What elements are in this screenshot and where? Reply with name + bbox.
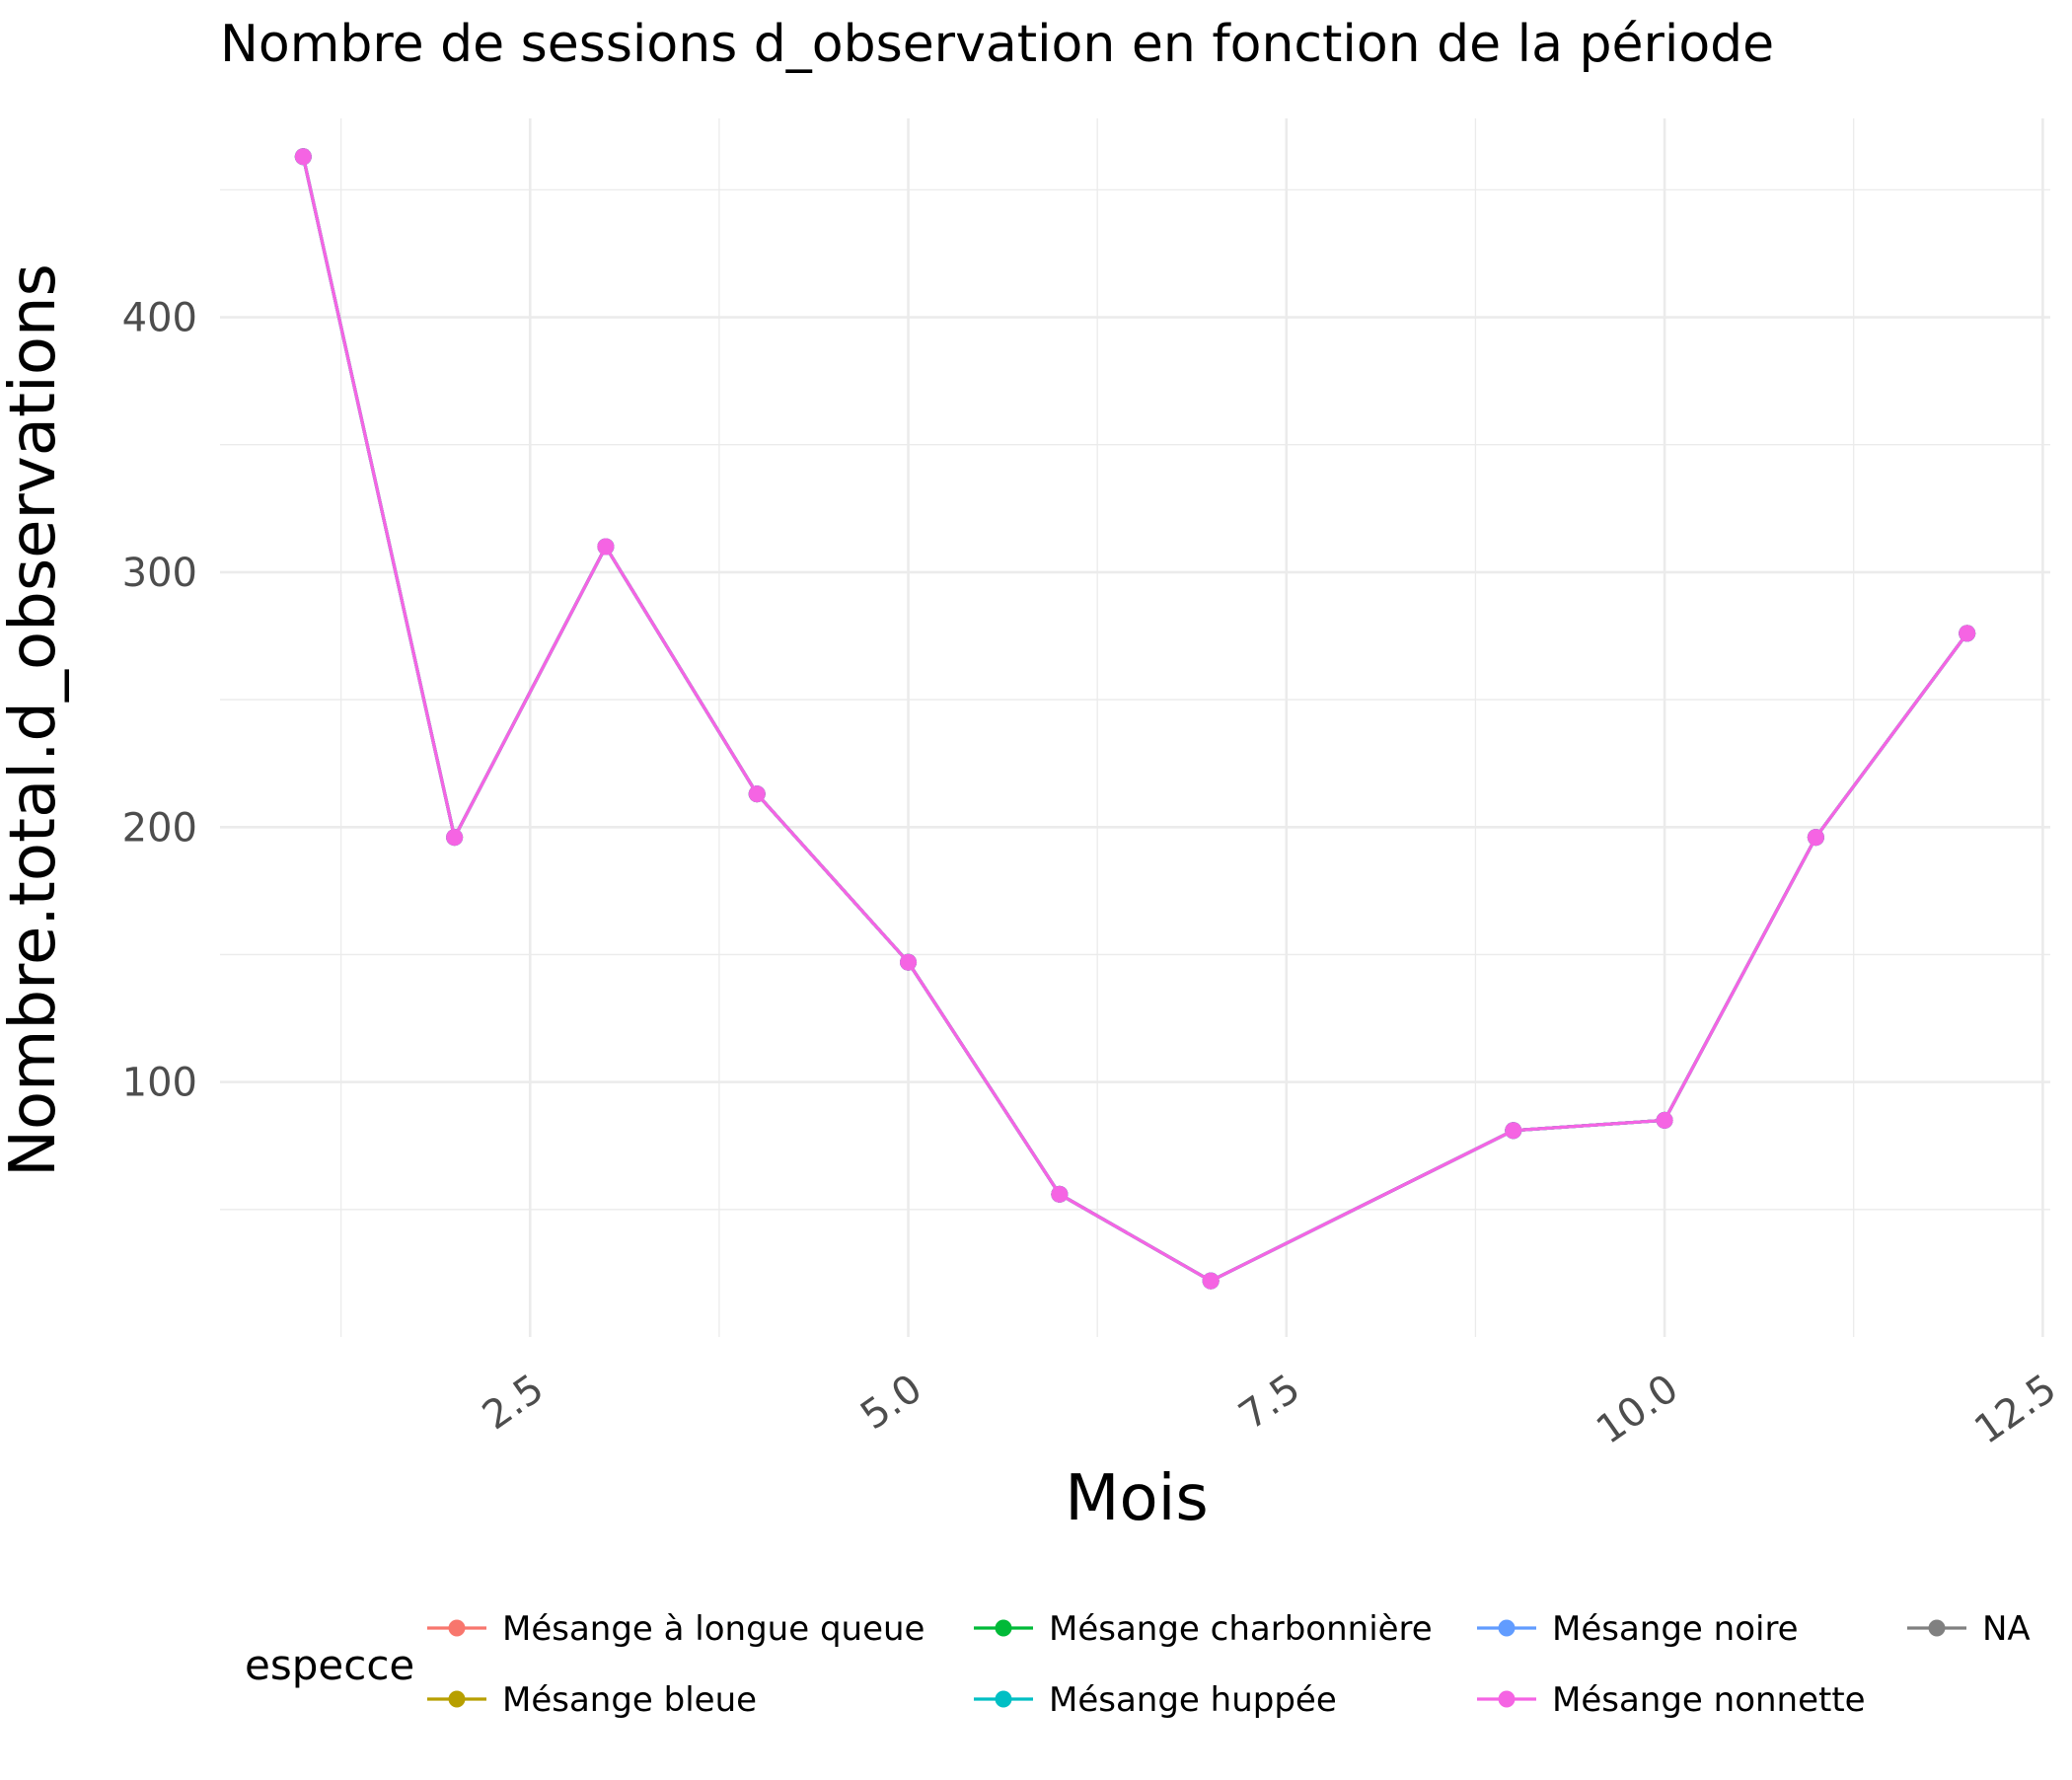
x-axis-title: Mois xyxy=(1065,1462,1209,1535)
legend-item: NA xyxy=(1907,1609,2031,1649)
series-group xyxy=(294,148,1976,1290)
legend: especce Mésange à longue queue Mésange bl… xyxy=(245,1609,2031,1720)
data-point xyxy=(900,953,918,971)
legend-key-point xyxy=(995,1690,1012,1708)
legend-key-point xyxy=(1928,1619,1946,1637)
axis-labels: 100 200 300 400 2.5 5.0 7.5 10.0 12.5 xyxy=(122,296,2065,1453)
series-line xyxy=(301,156,1968,1283)
series-group xyxy=(294,148,1976,1290)
series-line xyxy=(301,156,1968,1283)
legend-item: Mésange bleue xyxy=(427,1680,757,1720)
series-line xyxy=(301,156,1968,1283)
legend-item: Mésange huppée xyxy=(974,1680,1337,1720)
legend-title: especce xyxy=(245,1641,414,1689)
series-layer xyxy=(294,148,1976,1290)
series-line xyxy=(301,156,1968,1283)
legend-key-point xyxy=(448,1690,466,1708)
legend-key-point xyxy=(1498,1619,1516,1637)
grid-lines xyxy=(220,118,2050,1337)
data-point xyxy=(597,538,615,556)
data-point xyxy=(1656,1111,1673,1129)
legend-item: Mésange noire xyxy=(1477,1609,1799,1649)
series-group xyxy=(294,148,1976,1290)
legend-label: Mésange nonnette xyxy=(1552,1680,1866,1720)
data-point xyxy=(446,829,464,847)
legend-key-point xyxy=(448,1619,466,1637)
x-tick-label: 5.0 xyxy=(852,1366,930,1439)
legend-label: Mésange charbonnière xyxy=(1049,1609,1433,1649)
data-point xyxy=(1959,625,1976,642)
legend-key-point xyxy=(995,1619,1012,1637)
x-tick-label: 10.0 xyxy=(1589,1366,1686,1453)
x-tick-label: 12.5 xyxy=(1966,1366,2064,1453)
legend-item: Mésange nonnette xyxy=(1477,1680,1866,1720)
legend-item: Mésange charbonnière xyxy=(974,1609,1433,1649)
y-tick-label: 200 xyxy=(122,805,197,851)
legend-item: Mésange à longue queue xyxy=(427,1609,925,1649)
series-line xyxy=(301,156,1968,1283)
data-point xyxy=(1202,1272,1220,1290)
legend-label: NA xyxy=(1982,1609,2031,1649)
y-tick-label: 100 xyxy=(122,1061,197,1106)
series-group xyxy=(294,148,1976,1290)
legend-label: Mésange noire xyxy=(1552,1609,1799,1649)
y-tick-label: 400 xyxy=(122,296,197,341)
chart-title: Nombre de sessions d_observation en fonc… xyxy=(220,15,1774,74)
legend-label: Mésange à longue queue xyxy=(502,1609,925,1649)
data-point xyxy=(1807,829,1824,847)
data-point xyxy=(1505,1122,1522,1140)
series-group xyxy=(294,148,1976,1290)
data-point xyxy=(1051,1185,1069,1203)
y-axis-title: Nombre.total.d_observations xyxy=(0,263,70,1177)
y-tick-label: 300 xyxy=(122,551,197,596)
series-line xyxy=(301,156,1968,1283)
legend-label: Mésange huppée xyxy=(1049,1680,1337,1720)
data-point xyxy=(294,148,312,166)
legend-key-point xyxy=(1498,1690,1516,1708)
series-group xyxy=(294,148,1976,1290)
x-tick-label: 2.5 xyxy=(475,1366,553,1439)
x-tick-label: 7.5 xyxy=(1231,1366,1309,1439)
data-point xyxy=(748,785,766,803)
legend-label: Mésange bleue xyxy=(502,1680,757,1720)
